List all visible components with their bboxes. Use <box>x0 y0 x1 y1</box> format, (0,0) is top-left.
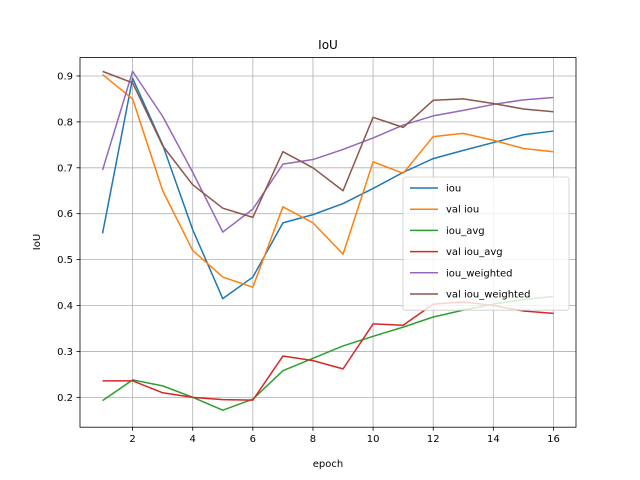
y-tick-label: 0.9 <box>57 71 73 82</box>
series-line-val-iou <box>102 74 554 288</box>
series-line-iou <box>101 77 554 300</box>
series-line-iou-weighted <box>101 70 554 233</box>
y-tick-label: 0.8 <box>57 117 73 128</box>
y-tick-label: 0.3 <box>57 347 73 358</box>
y-tick-label: 0.7 <box>57 163 73 174</box>
x-tick-label: 14 <box>487 434 500 445</box>
y-tick-label: 0.6 <box>57 209 73 220</box>
y-tick-label: 0.5 <box>57 255 73 266</box>
x-tick-label: 8 <box>310 434 316 445</box>
legend-label-val-iou: val iou <box>446 205 479 216</box>
x-tick-label: 6 <box>250 434 256 445</box>
legend-label-val-iou-weighted: val iou_weighted <box>446 290 530 301</box>
y-axis-label: IoU <box>32 234 43 250</box>
legend-label-iou: iou <box>446 184 461 195</box>
axis-ticks: 2 4 6 8 10 12 14 16 0.2 0.3 0.4 0.5 0.6 0.7 0.8 0.9 <box>57 71 560 445</box>
plot-frame <box>79 57 577 428</box>
x-tick-label: 16 <box>547 434 560 445</box>
y-tick-label: 0.4 <box>57 301 73 312</box>
x-tick-label: 4 <box>190 434 196 445</box>
chart-title: IoU <box>318 38 338 52</box>
y-tick-label: 0.2 <box>57 393 73 404</box>
legend-label-val-iou-avg: val iou_avg <box>446 247 503 258</box>
legend-label-iou-avg: iou_avg <box>446 226 485 237</box>
series-line-val-iou-weighted <box>102 70 554 219</box>
x-tick-label: 12 <box>427 434 440 445</box>
x-axis-label: epoch <box>313 459 343 470</box>
x-tick-label: 10 <box>367 434 380 445</box>
x-tick-label: 2 <box>129 434 135 445</box>
legend-box <box>402 176 570 311</box>
legend-label-iou-weighted: iou_weighted <box>446 268 512 279</box>
